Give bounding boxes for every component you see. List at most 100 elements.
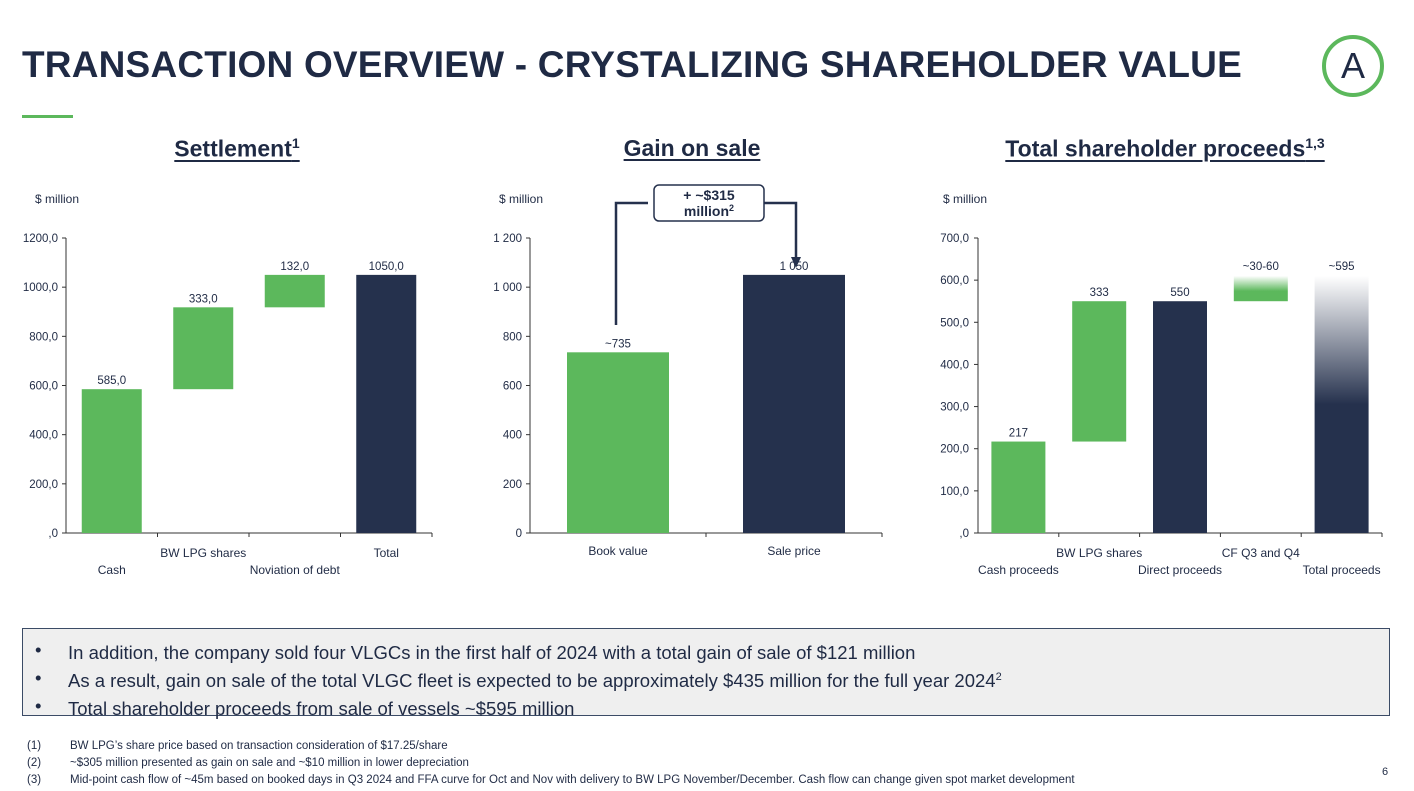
chart-title-text: Total shareholder proceeds: [1005, 135, 1306, 162]
bar-value-label: 1 050: [780, 261, 809, 273]
y-tick-label: 800: [503, 331, 522, 343]
chart-bar: [81, 389, 142, 533]
bracket-left-line: [614, 201, 648, 325]
bar-value-label: ~30-60: [1243, 261, 1279, 273]
total-shareholder-proceeds-chart: Total shareholder proceeds1,3 $ million …: [935, 135, 1395, 585]
y-tick-label: 700,0: [940, 233, 969, 245]
y-tick-label: ,0: [959, 528, 969, 540]
gain-annotation-line1: + ~$315: [683, 187, 735, 203]
bracket-arrowhead: [791, 257, 801, 268]
logo-letter: A: [1340, 45, 1365, 86]
bullet-glyph: •: [35, 667, 42, 689]
y-tick-label: 1200,0: [23, 233, 58, 245]
y-tick-label: 600: [503, 381, 522, 393]
x-category-label: Total proceeds: [1303, 563, 1381, 577]
bar-value-label: 585,0: [97, 375, 126, 387]
takeaway-footnote-ref: 2: [995, 671, 1002, 684]
chart-title: Settlement1: [22, 135, 452, 163]
takeaway-text: In addition, the company sold four VLGCs…: [68, 642, 916, 664]
bar-value-label: ~595: [1329, 261, 1355, 273]
y-tick-label: ,0: [48, 528, 58, 540]
bracket-right-line: [756, 201, 798, 259]
chart-bar: [356, 274, 417, 533]
y-tick-label: 400,0: [29, 430, 58, 442]
footnote-text: BW LPG’s share price based on transactio…: [70, 740, 448, 752]
x-category-label: BW LPG shares: [1056, 546, 1142, 560]
bar-value-label: 1050,0: [369, 261, 404, 273]
chart-bar: [567, 352, 669, 533]
y-tick-label: 600,0: [940, 275, 969, 287]
y-tick-label: 400: [503, 430, 522, 442]
x-category-label: Cash proceeds: [978, 563, 1059, 577]
page-number: 6: [1382, 766, 1389, 778]
x-category-label: Noviation of debt: [250, 563, 341, 577]
gain-annotation-line2: million2: [684, 203, 734, 219]
chart-bar: [1314, 275, 1369, 533]
x-category-label: Sale price: [767, 544, 821, 558]
bar-value-label: 217: [1009, 428, 1028, 440]
chart-bar: [1233, 275, 1288, 302]
chart-title-text: Settlement: [174, 135, 292, 162]
takeaway-item: • Total shareholder proceeds from sale of…: [35, 693, 1389, 721]
gain-annotation-footnote-ref: 2: [729, 203, 734, 213]
chart-unit-label: $ million: [943, 192, 988, 206]
x-category-label: CF Q3 and Q4: [1222, 546, 1300, 560]
chart-title-text: Gain on sale: [623, 135, 761, 161]
y-tick-label: 1000,0: [23, 282, 58, 294]
chart-unit-label: $ million: [35, 192, 80, 206]
bullet-glyph: •: [35, 639, 42, 660]
chart-bar: [743, 274, 845, 533]
footnote-number: (2): [27, 757, 42, 769]
company-logo: A: [1322, 35, 1384, 97]
footnote-text: ~$305 million presented as gain on sale …: [70, 757, 469, 769]
title-accent-rule: [22, 115, 73, 118]
takeaway-text: Total shareholder proceeds from sale of …: [68, 698, 575, 720]
chart-bar: [1153, 301, 1207, 533]
bar-value-label: 333: [1090, 287, 1109, 299]
chart-bar: [991, 441, 1046, 533]
bar-value-label: 132,0: [280, 261, 309, 273]
y-tick-label: 200,0: [940, 444, 969, 456]
page-title: TRANSACTION OVERVIEW - CRYSTALIZING SHAR…: [22, 44, 1242, 85]
chart-plot: 1200,0 1000,0 800,0 600,0 400,0 200,0 ,0 585,0 3…: [23, 233, 433, 577]
gain-on-sale-chart: Gain on sale $ million 1 200 1 000 800 600 4…: [492, 135, 892, 585]
bar-value-label: ~735: [605, 338, 631, 350]
takeaway-item: • As a result, gain on sale of the total …: [35, 665, 1389, 693]
y-tick-label: 600,0: [29, 381, 58, 393]
y-tick-label: 1 200: [493, 233, 522, 245]
x-category-label: Direct proceeds: [1138, 563, 1222, 577]
y-tick-label: 500,0: [940, 317, 969, 329]
footnote-text: Mid-point cash flow of ~45m based on boo…: [70, 774, 1075, 786]
x-category-label: Book value: [588, 544, 648, 558]
chart-unit-label: $ million: [499, 192, 544, 206]
settlement-chart: Settlement1 $ million 1200,0 1000,0 800,0 6…: [22, 135, 452, 585]
gain-annotation-box: [653, 184, 765, 222]
takeaway-item: • In addition, the company sold four VLGC…: [35, 637, 1389, 665]
chart-title: Total shareholder proceeds1,3: [935, 135, 1395, 163]
chart-title: Gain on sale: [492, 135, 892, 162]
chart-title-footnote-ref: 1,3: [1305, 135, 1325, 151]
bar-value-label: 333,0: [189, 293, 218, 305]
bullet-glyph: •: [35, 695, 42, 717]
y-tick-label: 300,0: [940, 402, 969, 414]
footnote-number: (3): [27, 774, 42, 786]
x-category-label: BW LPG shares: [160, 546, 246, 560]
chart-bar: [173, 307, 234, 390]
takeaway-text: As a result, gain on sale of the total V…: [68, 670, 996, 692]
footnote-number: (1): [27, 740, 42, 752]
chart-bar: [1072, 301, 1127, 442]
chart-bar: [264, 274, 325, 308]
x-category-label: Total: [374, 546, 399, 560]
x-category-label: Cash: [98, 563, 126, 577]
chart-plot: 700,0 600,0 500,0 400,0 300,0 200,0 100,0 ,0 217…: [940, 233, 1383, 577]
y-tick-label: 0: [516, 528, 522, 540]
takeaway-list: • In addition, the company sold four VLGC…: [35, 637, 1389, 721]
y-tick-label: 200: [503, 479, 522, 491]
chart-title-footnote-ref: 1: [291, 135, 300, 151]
y-tick-label: 100,0: [940, 486, 969, 498]
bar-value-label: 550: [1170, 287, 1189, 299]
y-tick-label: 200,0: [29, 479, 58, 491]
y-tick-label: 1 000: [493, 282, 522, 294]
key-takeaways-box: • In addition, the company sold four VLGC…: [22, 628, 1390, 719]
chart-plot: 1 200 1 000 800 600 400 200 0 ~735 1 050 Book val…: [493, 184, 883, 558]
